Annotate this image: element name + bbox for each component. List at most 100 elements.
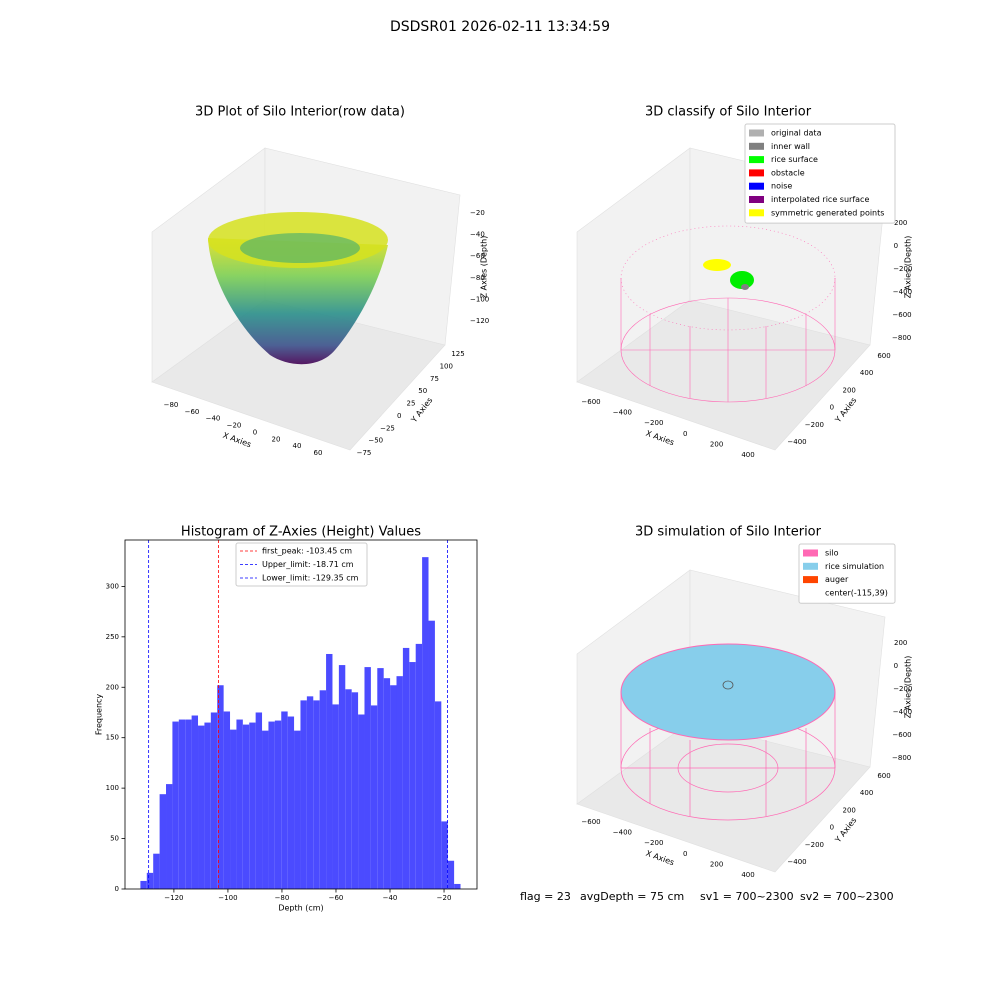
- histogram-bar: [146, 872, 154, 889]
- legend-swatch: [803, 549, 818, 557]
- z-tick-label: −400: [893, 708, 912, 716]
- y-tick-label: 0: [397, 412, 401, 420]
- histogram-bar: [191, 715, 199, 889]
- x-axis-label: X Axies: [222, 431, 253, 450]
- histogram-bar: [428, 620, 435, 889]
- x-tick-label: 60: [314, 449, 323, 457]
- point-cloud: [208, 212, 388, 365]
- x-axis-label: Depth (cm): [278, 904, 323, 913]
- histogram-bar: [159, 794, 167, 889]
- y-tick-label: 200: [106, 683, 119, 691]
- x-tick-label: −600: [581, 818, 600, 826]
- status-text: sv1 = 700~2300: [700, 890, 794, 903]
- z-axis-label: Z Axies (Depth): [480, 236, 489, 299]
- status-text: sv2 = 700~2300: [800, 890, 894, 903]
- y-tick-label: 600: [877, 352, 890, 360]
- legend-box: [235, 542, 368, 587]
- x-tick-label: −100: [218, 894, 237, 902]
- x-tick-label: −400: [613, 409, 632, 417]
- y-tick-label: 100: [440, 362, 453, 370]
- y-tick-label: 125: [451, 350, 464, 358]
- x-tick-label: 0: [253, 428, 257, 436]
- histogram-bar: [166, 784, 173, 889]
- histogram-bar: [377, 668, 384, 889]
- histogram-bar: [274, 720, 282, 889]
- histogram-bar: [287, 716, 295, 889]
- y-tick-label: 200: [843, 386, 856, 394]
- x-tick-label: −200: [644, 839, 663, 847]
- legend-swatch: [749, 142, 764, 150]
- histogram-bar: [185, 719, 192, 889]
- legend-swatch: [749, 129, 764, 137]
- x-tick-label: 0: [683, 850, 687, 858]
- histogram-bar: [447, 860, 455, 889]
- y-tick-label: 400: [860, 789, 873, 797]
- rice-surface-points: [730, 271, 754, 289]
- z-tick-label: −600: [892, 311, 911, 319]
- y-axis-label: Frequency: [95, 694, 104, 736]
- z-tick-label: −200: [893, 685, 912, 693]
- x-tick-label: 20: [272, 435, 281, 443]
- histogram-bar: [178, 719, 186, 889]
- legend-label: interpolated rice surface: [771, 195, 869, 204]
- y-axis-label: Y Axies: [833, 816, 859, 845]
- x-axis-label: X Axies: [645, 849, 676, 868]
- legend-label: symmetric generated points: [771, 208, 884, 217]
- histogram-bar: [300, 700, 307, 889]
- legend-box: [798, 543, 896, 604]
- x-tick-label: −400: [613, 829, 632, 837]
- z-tick-label: −120: [470, 317, 489, 325]
- y-tick-label: 0: [830, 404, 834, 412]
- legend-label: rice simulation: [825, 562, 884, 571]
- histogram-bar: [454, 883, 461, 889]
- histogram-bar: [153, 853, 160, 889]
- histogram-bar: [358, 714, 365, 889]
- y-tick-label: 25: [407, 400, 416, 408]
- x-tick-label: −80: [275, 894, 290, 902]
- y-tick-label: 400: [860, 369, 873, 377]
- auger: [722, 680, 734, 690]
- y-tick-label: 300: [106, 582, 119, 590]
- histogram-bar: [210, 712, 218, 889]
- legend-box: [744, 123, 896, 224]
- histogram-bar: [140, 880, 147, 889]
- x-tick-label: −200: [644, 419, 663, 427]
- histogram-bar: [217, 685, 224, 889]
- histogram-bar: [332, 704, 339, 889]
- histogram-bar: [434, 701, 442, 889]
- histogram-bar: [198, 725, 205, 889]
- status-text: avgDepth = 75 cm: [580, 890, 684, 903]
- z-tick-label: −400: [893, 288, 912, 296]
- x-tick-label: 400: [741, 451, 754, 459]
- z-tick-label: −800: [892, 334, 911, 342]
- legend-swatch: [749, 169, 764, 177]
- inner-wall-points: [741, 284, 749, 290]
- legend-swatch: [749, 182, 764, 190]
- z-axis-label: Z Axies (Depth): [904, 236, 913, 299]
- legend-label: original data: [771, 129, 822, 138]
- axes-frame: [124, 539, 478, 890]
- histogram-bar: [262, 730, 269, 889]
- histogram-bar: [319, 690, 327, 889]
- legend-label: first_peak: -103.45 cm: [262, 547, 352, 556]
- y-tick-label: 100: [106, 784, 119, 792]
- y-tick-label: 0: [115, 885, 119, 893]
- status-text: flag = 23: [520, 890, 571, 903]
- z-tick-label: −800: [892, 754, 911, 762]
- legend-label: Upper_limit: -18.71 cm: [262, 560, 354, 569]
- x-tick-label: 0: [683, 430, 687, 438]
- z-tick-label: −200: [893, 265, 912, 273]
- y-tick-label: 200: [843, 806, 856, 814]
- histogram-bar: [249, 722, 256, 889]
- x-tick-label: −40: [206, 415, 221, 423]
- histogram-bar: [364, 667, 371, 889]
- y-axis-label: Y Axies: [833, 396, 859, 425]
- histogram-bar: [409, 662, 416, 889]
- y-tick-label: −400: [787, 438, 806, 446]
- histogram-bar: [402, 647, 410, 889]
- histogram-bar: [223, 711, 231, 889]
- histogram-bar: [230, 729, 237, 889]
- z-tick-label: 0: [894, 662, 898, 670]
- x-tick-label: 400: [741, 871, 754, 879]
- y-tick-label: 50: [418, 387, 427, 395]
